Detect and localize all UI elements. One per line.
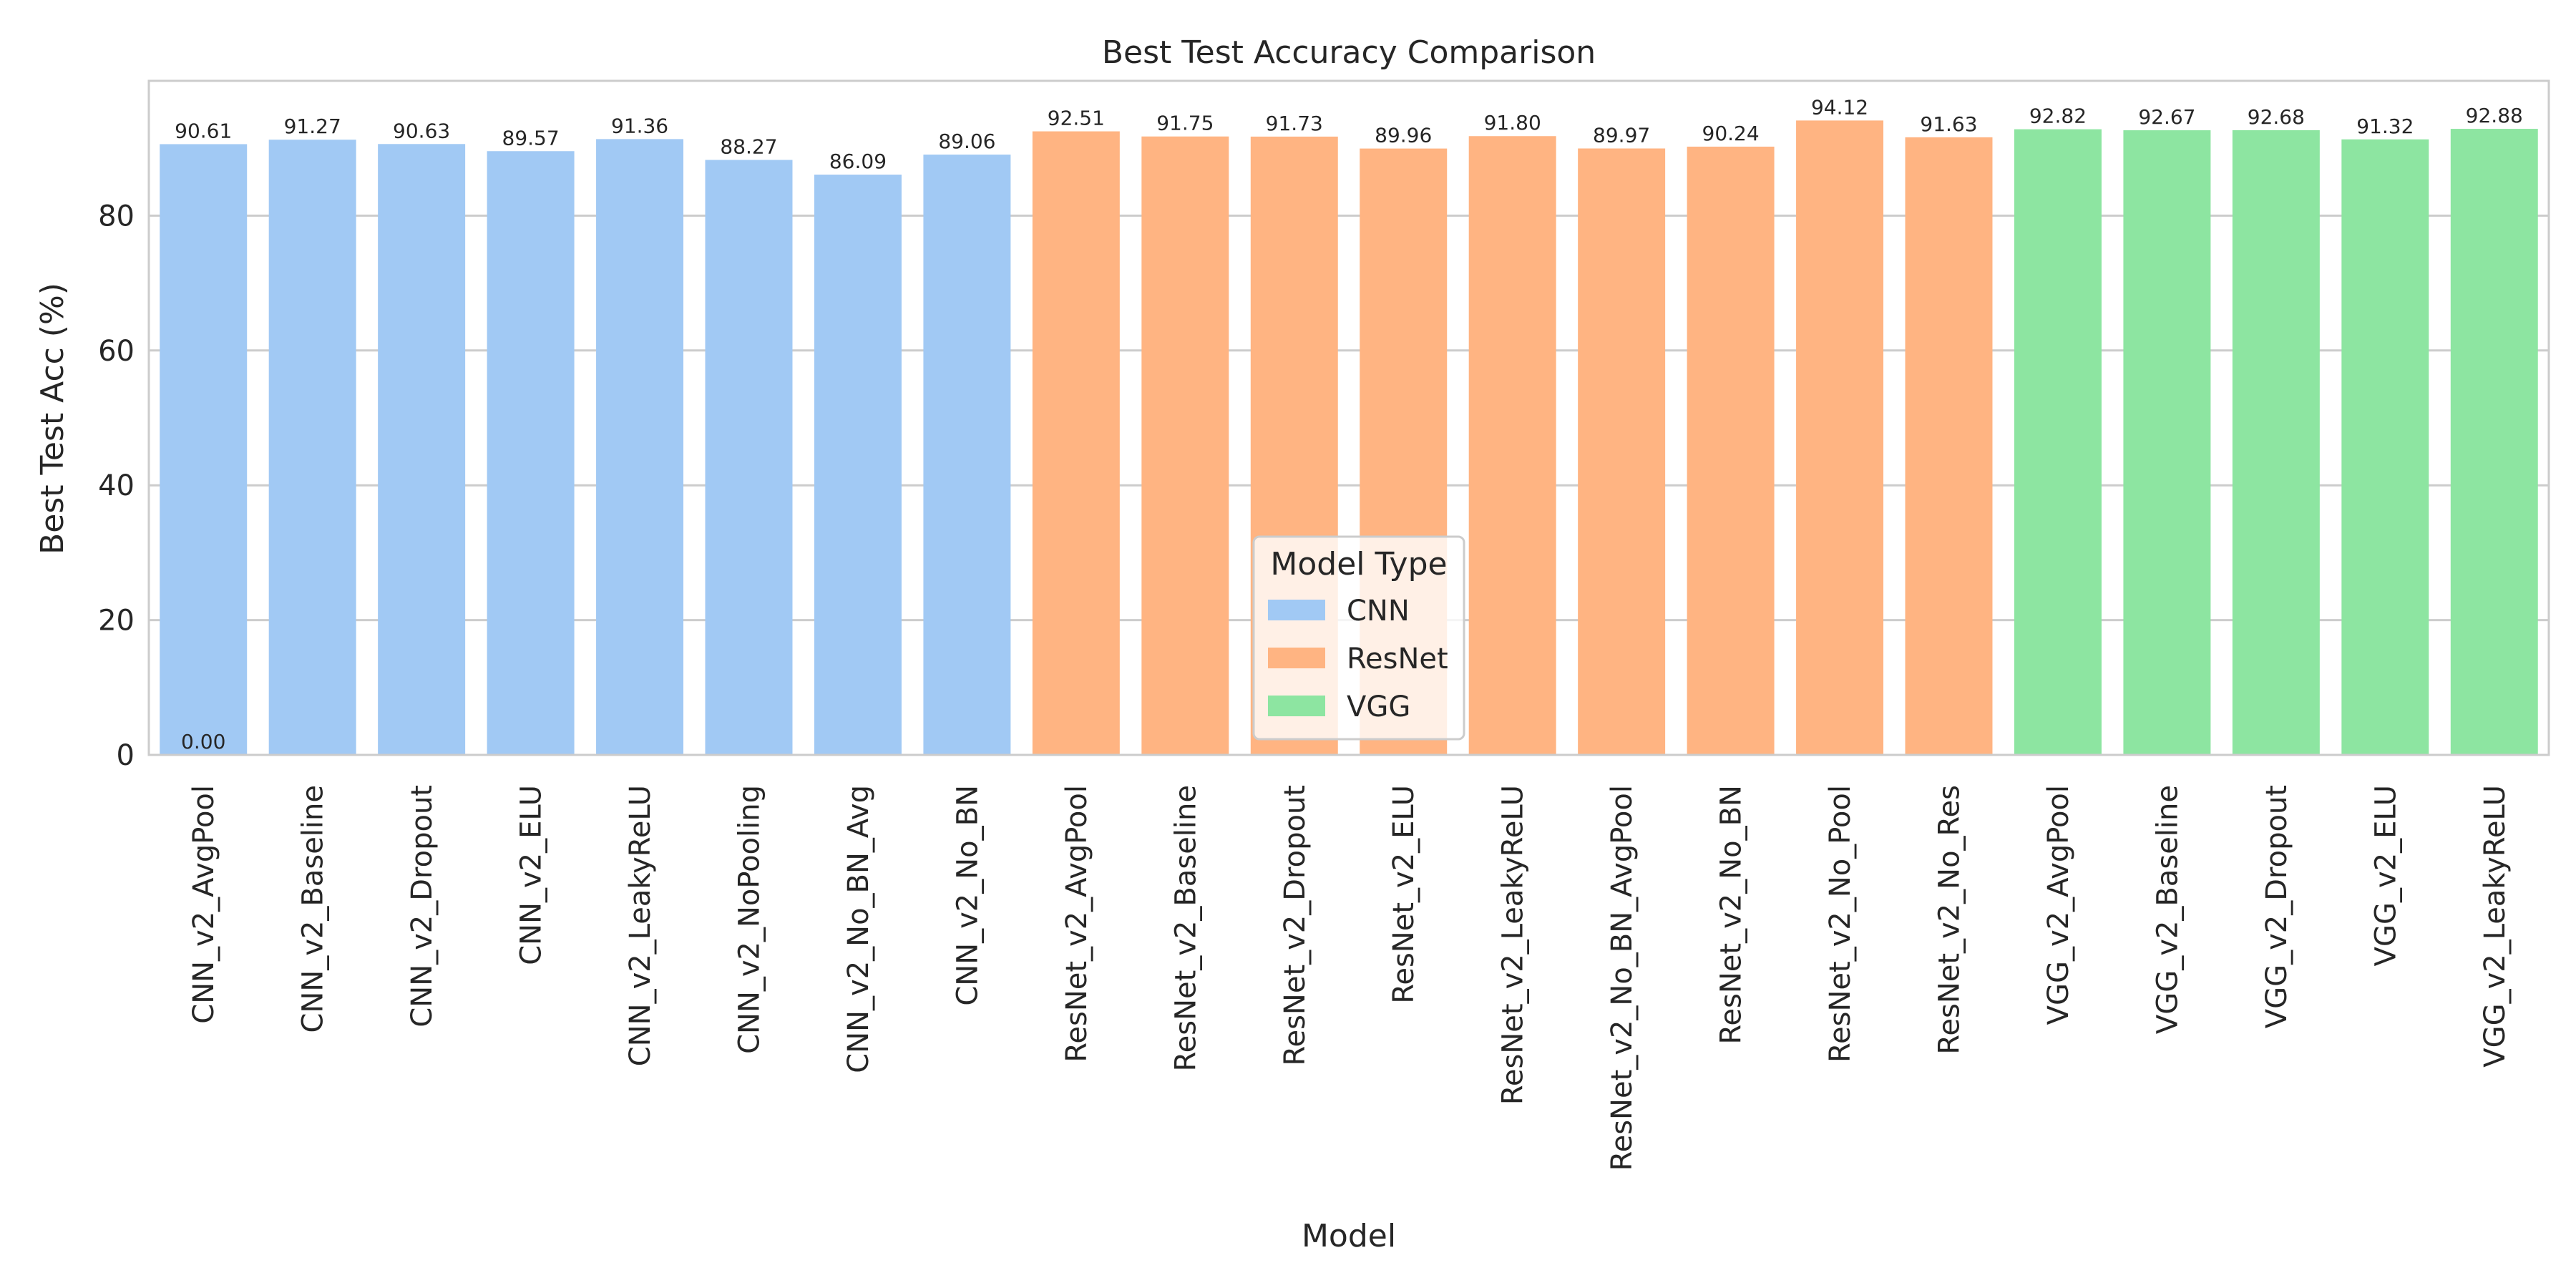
data-label: 92.67	[2138, 105, 2195, 129]
data-label: 91.36	[611, 114, 668, 137]
bar	[1468, 136, 1556, 755]
legend-swatch	[1268, 600, 1325, 620]
y-tick-label: 80	[98, 200, 135, 233]
legend-label: VGG	[1347, 691, 1410, 723]
x-tick-label: CNN_v2_ELU	[515, 785, 548, 965]
bar	[2232, 130, 2320, 755]
annotation-label: 0.00	[181, 730, 225, 753]
x-tick-label: VGG_v2_Baseline	[2151, 785, 2184, 1034]
x-tick-label: CNN_v2_Baseline	[297, 785, 330, 1033]
legend-swatch	[1268, 696, 1325, 716]
bar	[160, 144, 248, 755]
x-tick-label: CNN_v2_AvgPool	[187, 785, 220, 1024]
x-tick-label: ResNet_v2_No_Res	[1933, 785, 1966, 1055]
x-tick-label: VGG_v2_ELU	[2369, 785, 2402, 966]
x-tick-label: ResNet_v2_ELU	[1387, 785, 1420, 1004]
legend-title: Model Type	[1270, 546, 1447, 582]
data-label: 91.75	[1156, 112, 1214, 135]
legend-label: CNN	[1347, 595, 1410, 628]
bar	[596, 139, 684, 755]
data-label: 89.96	[1375, 124, 1432, 147]
plot-frame	[147, 79, 2550, 756]
data-label: 92.68	[2248, 105, 2305, 129]
bar	[705, 160, 793, 756]
x-tick-label: VGG_v2_AvgPool	[2042, 785, 2075, 1025]
x-tick-label: CNN_v2_No_BN_Avg	[842, 785, 875, 1073]
bar	[1032, 131, 1120, 756]
x-tick-label: CNN_v2_No_BN	[951, 785, 984, 1006]
x-tick-label: ResNet_v2_Baseline	[1169, 785, 1202, 1071]
x-tick-label: CNN_v2_Dropout	[406, 785, 439, 1028]
y-tick-label: 40	[98, 469, 135, 502]
y-axis-label: Best Test Acc (%)	[34, 283, 71, 555]
bar	[378, 144, 466, 756]
x-tick-label: CNN_v2_LeakyReLU	[624, 785, 657, 1066]
legend: Model Type CNN ResNet VGG	[1252, 535, 1465, 741]
data-label: 91.80	[1484, 111, 1541, 135]
data-label: 91.63	[1920, 112, 1977, 136]
data-label: 90.63	[393, 119, 450, 142]
x-tick-labels: CNN_v2_AvgPool CNN_v2_Baseline CNN_v2_Drop…	[187, 785, 2512, 1171]
chart-title: Best Test Accuracy Comparison	[1102, 34, 1596, 71]
data-label: 90.61	[175, 119, 232, 142]
data-label: 90.24	[1702, 122, 1760, 145]
x-tick-label: ResNet_v2_No_BN_AvgPool	[1606, 785, 1639, 1171]
bar	[487, 151, 575, 755]
x-tick-label: ResNet_v2_LeakyReLU	[1497, 785, 1530, 1105]
bar	[2450, 129, 2538, 755]
bar	[2341, 139, 2429, 755]
bar	[1687, 146, 1775, 755]
data-label: 89.06	[938, 130, 995, 153]
y-tick-label: 0	[117, 739, 135, 772]
data-label: 92.82	[2029, 104, 2087, 128]
data-label: 89.57	[502, 126, 560, 150]
x-tick-label: ResNet_v2_AvgPool	[1060, 785, 1093, 1063]
y-tick-labels: 0 20 40 60 80	[98, 200, 135, 772]
bar	[268, 140, 356, 756]
x-tick-label: VGG_v2_LeakyReLU	[2479, 785, 2512, 1068]
data-label: 94.12	[1811, 95, 1868, 119]
data-label: 88.27	[720, 135, 777, 158]
x-tick-label: ResNet_v2_No_BN	[1715, 785, 1748, 1045]
data-label: 91.73	[1266, 112, 1323, 135]
x-tick-label: ResNet_v2_No_Pool	[1824, 785, 1857, 1063]
bar	[1796, 120, 1884, 756]
legend-label: ResNet	[1347, 643, 1448, 675]
data-label: 91.27	[284, 114, 341, 138]
bar	[1905, 137, 1993, 755]
data-label: 89.97	[1593, 123, 1650, 147]
bar	[2123, 130, 2211, 756]
legend-box	[1252, 535, 1465, 741]
bar	[814, 175, 902, 755]
bar	[923, 155, 1011, 755]
y-tick-label: 60	[98, 335, 135, 368]
x-axis-label: Model	[1302, 1218, 1396, 1254]
x-tick-label: CNN_v2_NoPooling	[733, 785, 766, 1054]
data-label: 92.88	[2466, 104, 2523, 127]
legend-swatch	[1268, 648, 1325, 668]
x-tick-label: VGG_v2_Dropout	[2260, 785, 2293, 1028]
data-labels: 90.61 91.27 90.63 89.57 91.36 88.27 86.09 89.06…	[175, 95, 2523, 753]
data-label: 92.51	[1048, 107, 1105, 130]
bar	[1141, 136, 1229, 756]
data-label: 86.09	[829, 150, 887, 173]
bar	[2014, 129, 2102, 755]
y-tick-label: 20	[98, 605, 135, 638]
data-label: 91.32	[2356, 114, 2414, 138]
bar	[1578, 148, 1666, 755]
x-tick-label: ResNet_v2_Dropout	[1279, 785, 1312, 1066]
